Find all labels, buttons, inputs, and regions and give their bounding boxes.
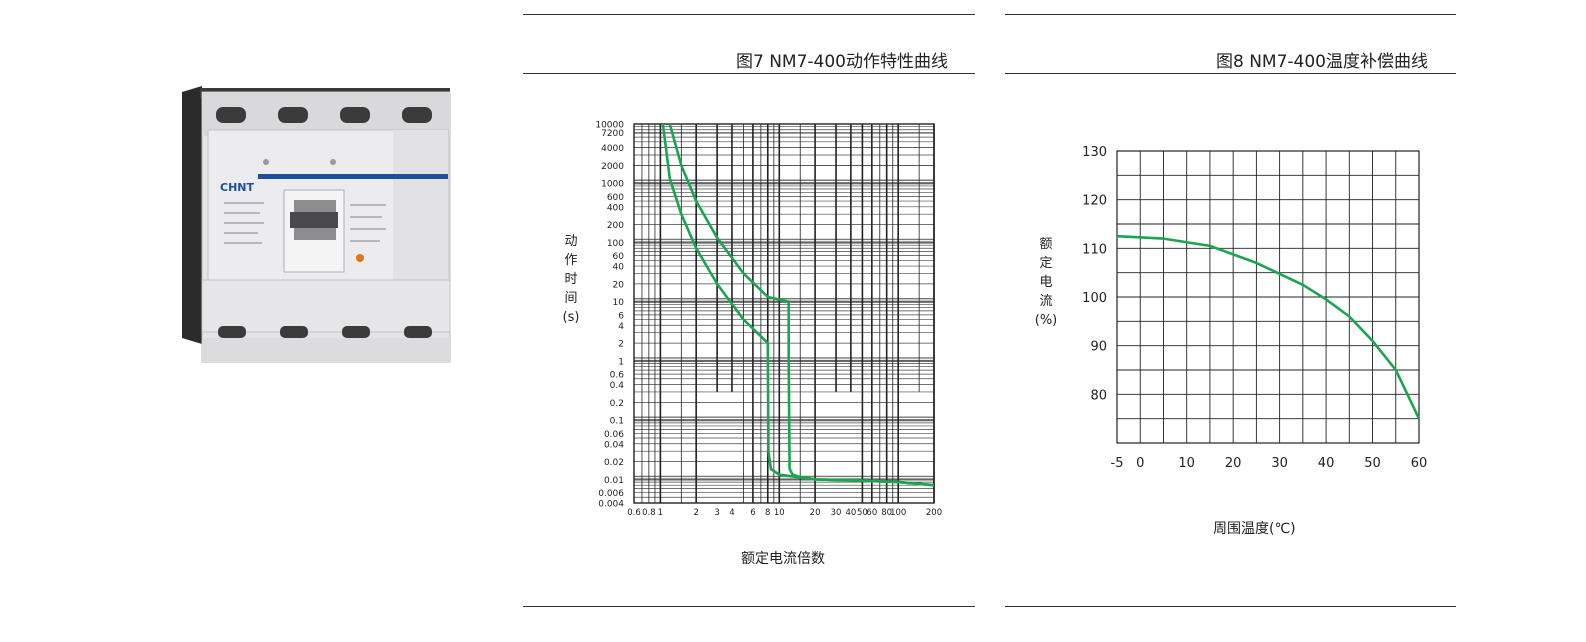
fig7-y-tick-label: 20	[613, 280, 625, 290]
fig8-xlabel: 周围温度(℃)	[1213, 521, 1296, 537]
fig8-series-line	[1116, 234, 1421, 420]
fig7-y-tick-label: 10000	[595, 121, 624, 131]
brand-logo: CHNT	[220, 181, 254, 194]
fig7-xlabel: 额定电流倍数	[741, 551, 825, 567]
fig7-x-tick-label: 100	[890, 508, 906, 518]
fig7-plot-frame	[633, 123, 935, 504]
fig7-y-tick-label: 600	[607, 193, 624, 203]
fig8-y-tick-label: 100	[1082, 291, 1107, 306]
fig7-ylabel-char: 作	[564, 253, 578, 268]
fig8-ylabel: 额 定 电 流 (%)	[1031, 235, 1061, 330]
fig7-ylabel-char: 时	[564, 272, 578, 287]
fig8-x-tick-label: 60	[1411, 456, 1428, 471]
fig8-y-tick-label: 80	[1090, 388, 1107, 403]
fig7-y-tick-label: 0.2	[610, 399, 624, 409]
fig7-ylabel: 动 作 时 间 (s)	[556, 232, 586, 327]
fig7-y-tick-label: 4000	[601, 144, 624, 154]
fig8-plot-frame	[1116, 150, 1420, 444]
fig8-x-tick-label: 40	[1318, 456, 1335, 471]
fig7-x-tick-label: 3	[714, 508, 719, 518]
top-rule-left	[523, 14, 975, 15]
fig7-ylabel-char: 动	[564, 234, 578, 249]
fig7-x-tick-label: 0.8	[642, 508, 656, 518]
fig7-y-tick-label: 0.01	[604, 476, 624, 486]
fig7-series-line-2	[668, 123, 935, 487]
fig7-y-tick-label: 2	[618, 340, 624, 350]
fig7-y-tick-label: 6	[618, 311, 624, 321]
fig8-x-tick-label: 30	[1271, 456, 1288, 471]
bottom-rule-right	[1005, 606, 1456, 607]
fig7-x-tick-label: 1	[658, 508, 663, 518]
fig7-y-tick-label: 60	[613, 252, 625, 262]
fig8-x-tick-label: 50	[1364, 456, 1381, 471]
fig7-x-tick-label: 6	[750, 508, 755, 518]
fig8-y-tick-label: 120	[1082, 194, 1107, 209]
top-rule-right	[1005, 14, 1456, 15]
fig7-y-tick-label: 0.6	[610, 371, 625, 381]
fig8-title: 图8 NM7-400温度补偿曲线	[1216, 52, 1429, 72]
fig7-y-tick-label: 0.06	[604, 430, 624, 440]
fig8-grid	[1116, 150, 1420, 444]
fig7-x-tick-label: 40	[845, 508, 856, 518]
bottom-rule-left	[523, 606, 975, 607]
fig7-x-tick-label: 4	[729, 508, 734, 518]
fig8-y-tick-label: 130	[1082, 145, 1107, 160]
fig7-y-tick-label: 100	[607, 239, 624, 249]
fig8-x-tick-label: 20	[1225, 456, 1242, 471]
fig7-y-tick-label: 0.1	[610, 417, 624, 427]
fig7-y-tick-label: 0.006	[598, 489, 624, 499]
fig8-ylabel-char: 电	[1039, 275, 1053, 290]
fig7-y-tick-label: 0.4	[610, 381, 625, 391]
fig7-y-tick-label: 0.004	[598, 500, 624, 510]
fig7-x-tick-label: 80	[881, 508, 892, 518]
fig7-x-tick-label: 20	[810, 508, 821, 518]
fig7-ylabel-char: 间	[564, 291, 578, 306]
fig7-x-tick-label: 50	[857, 508, 868, 518]
fig7-ylabel-char: (s)	[562, 310, 580, 325]
fig8-y-tick-label: 90	[1090, 340, 1107, 355]
fig7-y-tick-label: 10	[613, 298, 625, 308]
fig7-x-tick-label: 200	[926, 508, 942, 518]
fig7-x-tick-label: 8	[765, 508, 770, 518]
fig7-x-tick-label: 30	[831, 508, 842, 518]
fig7-y-tick-label: 4	[618, 322, 624, 332]
circuit-breaker-image: CHNT	[178, 82, 454, 364]
fig7-y-tick-label: 40	[613, 263, 625, 273]
fig7-x-tick-label: 60	[866, 508, 877, 518]
fig8-x-tick-label: 0	[1136, 456, 1144, 471]
fig7-y-tick-label: 0.04	[604, 440, 624, 450]
fig7-y-tick-label: 1000	[601, 180, 624, 190]
fig7-y-tick-label: 7200	[601, 129, 624, 139]
fig7-x-tick-label: 2	[693, 508, 698, 518]
fig7-y-tick-label: 0.02	[604, 458, 624, 468]
fig7-y-tick-label: 1	[618, 357, 624, 367]
fig8-y-tick-label: 110	[1082, 242, 1107, 257]
fig8-ylabel-char: 流	[1039, 294, 1053, 309]
title-rule-left	[523, 73, 975, 74]
fig8-ylabel-char: 定	[1039, 256, 1053, 271]
title-rule-right	[1005, 73, 1456, 74]
fig7-y-tick-label: 200	[607, 221, 624, 231]
fig7-y-tick-label: 2000	[601, 162, 624, 172]
fig7-x-tick-label: 10	[774, 508, 785, 518]
fig8-x-tick-label: 10	[1178, 456, 1195, 471]
fig7-x-tick-label: 0.6	[627, 508, 641, 518]
fig8-ylabel-char: (%)	[1034, 313, 1058, 328]
fig8-x-tick-label: -5	[1111, 456, 1124, 471]
fig7-y-tick-label: 400	[607, 203, 624, 213]
fig7-title: 图7 NM7-400动作特性曲线	[736, 52, 949, 72]
fig7-grid	[633, 123, 935, 504]
fig8-ylabel-char: 额	[1039, 237, 1053, 252]
